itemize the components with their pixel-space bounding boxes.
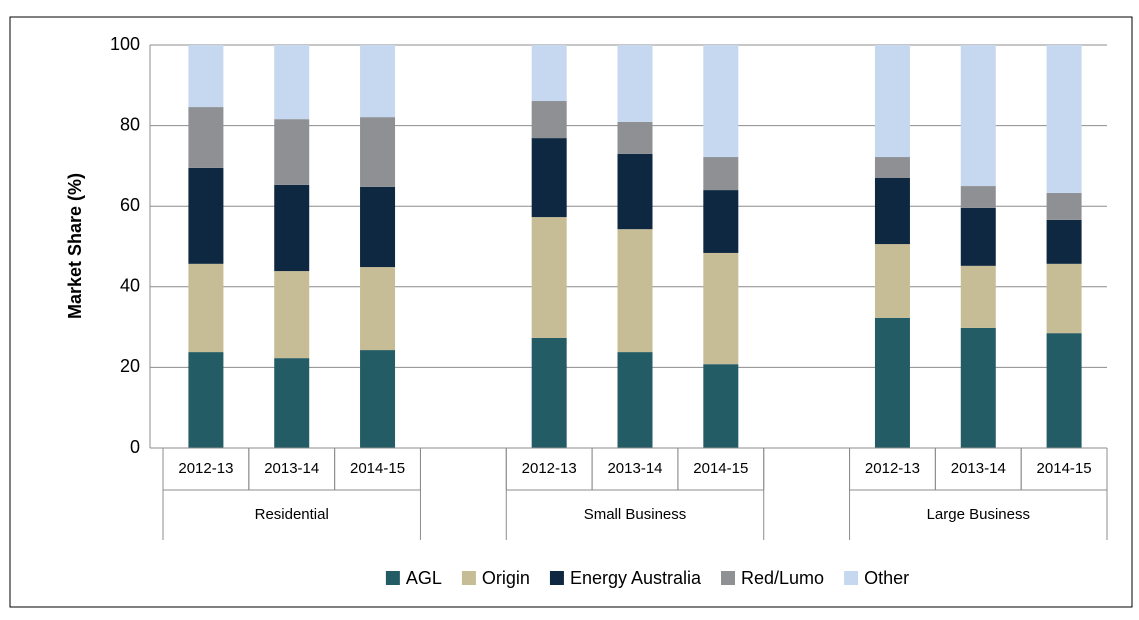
legend-swatch bbox=[385, 571, 400, 585]
x-tick-label: 2014-15 bbox=[1037, 460, 1092, 477]
bar-segment bbox=[360, 45, 396, 118]
group-label: Residential bbox=[255, 506, 329, 523]
y-tick-label: 60 bbox=[120, 195, 140, 215]
legend-item: Other bbox=[844, 568, 909, 588]
bar-segment bbox=[617, 229, 653, 353]
bar-segment bbox=[360, 117, 396, 187]
bar-segment bbox=[531, 101, 567, 139]
legend-item: AGL bbox=[385, 568, 442, 588]
legend-label: Origin bbox=[482, 568, 530, 588]
bar-segment bbox=[1046, 263, 1082, 334]
x-tick-label: 2012-13 bbox=[865, 460, 920, 477]
bar-segment bbox=[360, 186, 396, 268]
bar-segment bbox=[617, 153, 653, 230]
bar-segment bbox=[1046, 219, 1082, 264]
bar-segment bbox=[960, 207, 996, 266]
bar-segment bbox=[274, 358, 310, 448]
bar-segment bbox=[960, 265, 996, 328]
bar-segment bbox=[703, 252, 739, 365]
bar-segment bbox=[188, 45, 224, 108]
x-tick-label: 2014-15 bbox=[693, 460, 748, 477]
x-tick-label: 2012-13 bbox=[178, 460, 233, 477]
x-tick-label: 2012-13 bbox=[522, 460, 577, 477]
bar-segment bbox=[874, 177, 910, 245]
bar-segment bbox=[703, 364, 739, 448]
legend-item: Red/Lumo bbox=[721, 568, 824, 588]
legend-label: AGL bbox=[406, 568, 442, 588]
legend-swatch bbox=[721, 571, 736, 585]
bar-segment bbox=[274, 119, 310, 185]
group-label: Small Business bbox=[584, 506, 687, 523]
legend-swatch bbox=[461, 571, 476, 585]
bar-segment bbox=[531, 138, 567, 218]
y-axis-title: Market Share (%) bbox=[65, 173, 85, 319]
bar-segment bbox=[874, 157, 910, 178]
bar-segment bbox=[1046, 192, 1082, 220]
bar-segment bbox=[274, 271, 310, 359]
x-tick-label: 2013-14 bbox=[951, 460, 1006, 477]
legend-swatch bbox=[844, 571, 859, 585]
bar-segment bbox=[188, 167, 224, 264]
legend-item: Origin bbox=[461, 568, 530, 588]
bar-segment bbox=[531, 217, 567, 338]
bar-segment bbox=[531, 45, 567, 102]
bar-segment bbox=[960, 327, 996, 448]
bar-segment bbox=[703, 45, 739, 158]
y-tick-label: 0 bbox=[130, 437, 140, 457]
group-label: Large Business bbox=[927, 506, 1030, 523]
legend-label: Red/Lumo bbox=[741, 568, 824, 588]
x-tick-label: 2013-14 bbox=[264, 460, 319, 477]
bar-segment bbox=[531, 337, 567, 448]
x-tick-label: 2013-14 bbox=[607, 460, 662, 477]
bar-segment bbox=[874, 317, 910, 448]
bar-segment bbox=[960, 45, 996, 187]
bar-segment bbox=[703, 157, 739, 191]
bar-segment bbox=[874, 244, 910, 318]
legend-swatch bbox=[549, 571, 564, 585]
frame bbox=[9, 16, 1133, 608]
legend-label: Energy Australia bbox=[570, 568, 702, 588]
y-tick-label: 80 bbox=[120, 114, 140, 134]
bar-segment bbox=[617, 45, 653, 122]
bar-segment bbox=[960, 186, 996, 208]
bar-segment bbox=[188, 107, 224, 168]
bar-segment bbox=[188, 263, 224, 353]
bar-segment bbox=[874, 45, 910, 158]
bar-segment bbox=[617, 121, 653, 154]
bar-segment bbox=[274, 184, 310, 272]
y-tick-label: 100 bbox=[110, 34, 140, 54]
bar-segment bbox=[360, 267, 396, 351]
legend-label: Other bbox=[864, 568, 909, 588]
legend-item: Energy Australia bbox=[549, 568, 702, 588]
bar-segment bbox=[188, 352, 224, 448]
x-tick-label: 2014-15 bbox=[350, 460, 405, 477]
bar-segment bbox=[360, 350, 396, 448]
bar-segment bbox=[617, 352, 653, 448]
bar-segment bbox=[1046, 333, 1082, 448]
bar-segment bbox=[274, 45, 310, 120]
y-tick-label: 40 bbox=[120, 276, 140, 296]
bar-segment bbox=[703, 190, 739, 253]
y-tick-label: 20 bbox=[120, 356, 140, 376]
bar-segment bbox=[1046, 45, 1082, 193]
